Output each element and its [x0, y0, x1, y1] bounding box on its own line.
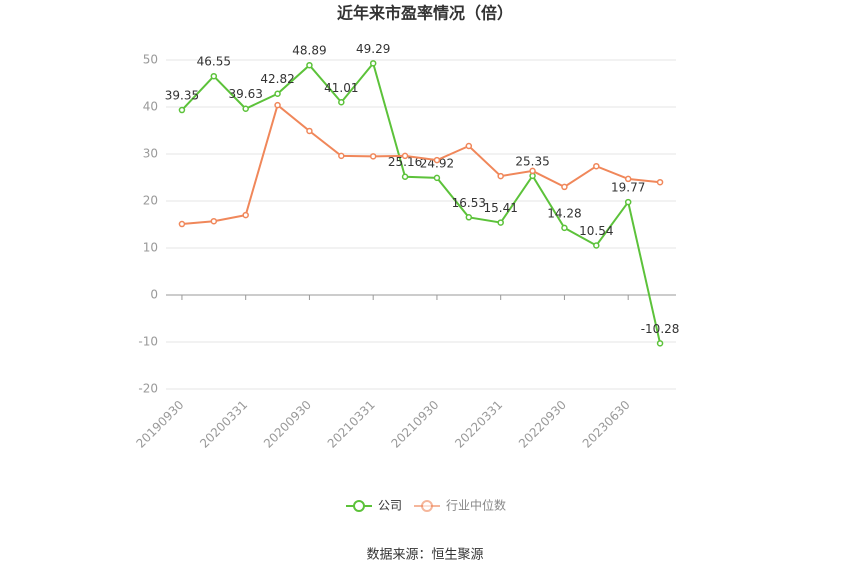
data-label: 19.77: [611, 181, 645, 195]
series-line: [181, 103, 661, 226]
point: [178, 106, 186, 114]
point: [656, 340, 664, 347]
x-tick-label: 20220930: [516, 398, 569, 451]
y-tick-label: 10: [143, 241, 158, 255]
x-tick-label: 20200331: [197, 398, 250, 451]
data-label: 49.29: [356, 42, 390, 56]
y-tick-label: 40: [143, 100, 158, 114]
point: [593, 242, 600, 249]
x-tick-label: 20230630: [580, 398, 633, 451]
point: [242, 211, 249, 219]
data-label: 46.55: [197, 55, 231, 69]
data-label: 15.41: [484, 201, 518, 215]
point: [529, 167, 536, 175]
point: [624, 198, 632, 206]
point: [210, 72, 218, 80]
point: [561, 224, 568, 232]
y-tick-label: 20: [143, 194, 158, 208]
data-label: 48.89: [292, 44, 326, 58]
data-label: 10.54: [579, 224, 613, 238]
data-label: 14.28: [547, 206, 581, 220]
chart-title: 近年来市盈率情况（倍）: [337, 4, 513, 23]
source: 数据来源：恒生聚源: [366, 548, 483, 563]
point: [656, 178, 664, 186]
data-label: 41.01: [324, 81, 358, 95]
legend-label: 公司: [378, 499, 402, 513]
x-tick-label: 20210331: [325, 398, 378, 451]
point: [274, 90, 281, 97]
legend-marker: [353, 500, 365, 512]
point: [369, 60, 377, 67]
y-tick-label: -10: [138, 335, 158, 349]
data-label: -10.28: [641, 322, 680, 336]
y-tick-label: -20: [138, 382, 158, 396]
point: [401, 152, 409, 160]
x-tick-label: 20190930: [133, 398, 186, 451]
x-tick-label: 20220331: [452, 398, 505, 451]
point: [306, 127, 313, 135]
point: [369, 153, 377, 160]
legend-marker: [421, 500, 433, 512]
point: [465, 142, 473, 150]
point: [465, 214, 473, 221]
point: [593, 162, 600, 170]
data-label: 25.16: [388, 155, 422, 169]
x-tick-label: 20200930: [261, 398, 314, 451]
x-tick-label: 20210930: [388, 398, 441, 451]
point: [497, 219, 504, 226]
series-line: [181, 61, 662, 344]
point: [401, 173, 409, 180]
y-tick-label: 0: [150, 288, 158, 302]
y-tick-label: 50: [143, 53, 158, 67]
point: [624, 175, 632, 183]
point: [338, 99, 345, 106]
point: [274, 101, 281, 109]
y-tick-label: 30: [143, 147, 158, 161]
point: [433, 156, 441, 164]
point: [210, 217, 218, 225]
point: [242, 105, 249, 112]
legend-label: 行业中位数: [446, 498, 506, 513]
data-label: 42.82: [260, 72, 294, 86]
point: [306, 61, 313, 69]
point: [338, 152, 345, 160]
point: [178, 220, 186, 228]
point: [561, 183, 568, 191]
data-label: 16.53: [452, 196, 486, 210]
data-label: 39.35: [165, 89, 199, 103]
data-label: 25.35: [515, 154, 549, 168]
point: [497, 172, 504, 180]
point: [433, 174, 441, 182]
data-label: 39.63: [229, 87, 263, 101]
